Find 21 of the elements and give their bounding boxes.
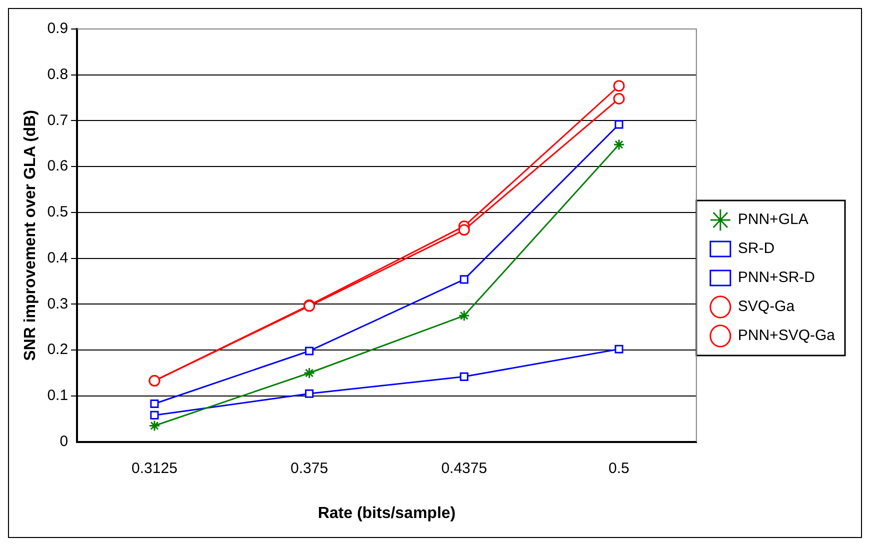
y-tick-label: 0.6 <box>47 158 68 175</box>
legend-label: PNN+SVQ-Ga <box>738 327 836 344</box>
x-tick-label: 0.375 <box>290 460 328 477</box>
y-axis-title: SNR improvement over GLA (dB) <box>22 110 40 361</box>
y-tick-label: 0.4 <box>47 249 68 266</box>
x-axis-title: Rate (bits/sample) <box>318 504 456 522</box>
y-tick-label: 0 <box>60 432 68 450</box>
y-tick-label: 0.3 <box>47 295 68 312</box>
x-tick-label: 0.3125 <box>132 460 178 477</box>
legend-label: SVQ-Ga <box>738 298 796 316</box>
legend-label: SR-D <box>738 240 775 258</box>
legend-label: PNN+GLA <box>738 211 808 228</box>
y-tick-label: 0.5 <box>47 204 68 221</box>
x-tick-label: 0.5 <box>608 460 630 477</box>
y-tick-label: 0.8 <box>47 66 68 84</box>
y-tick-label: 0.9 <box>47 20 68 38</box>
legend-label: PNN+SR-D <box>738 269 816 286</box>
y-tick-label: 0.7 <box>47 112 68 129</box>
y-tick-label: 0.1 <box>47 387 68 404</box>
x-tick-label: 0.4375 <box>441 460 488 477</box>
y-tick-label: 0.2 <box>47 341 68 358</box>
